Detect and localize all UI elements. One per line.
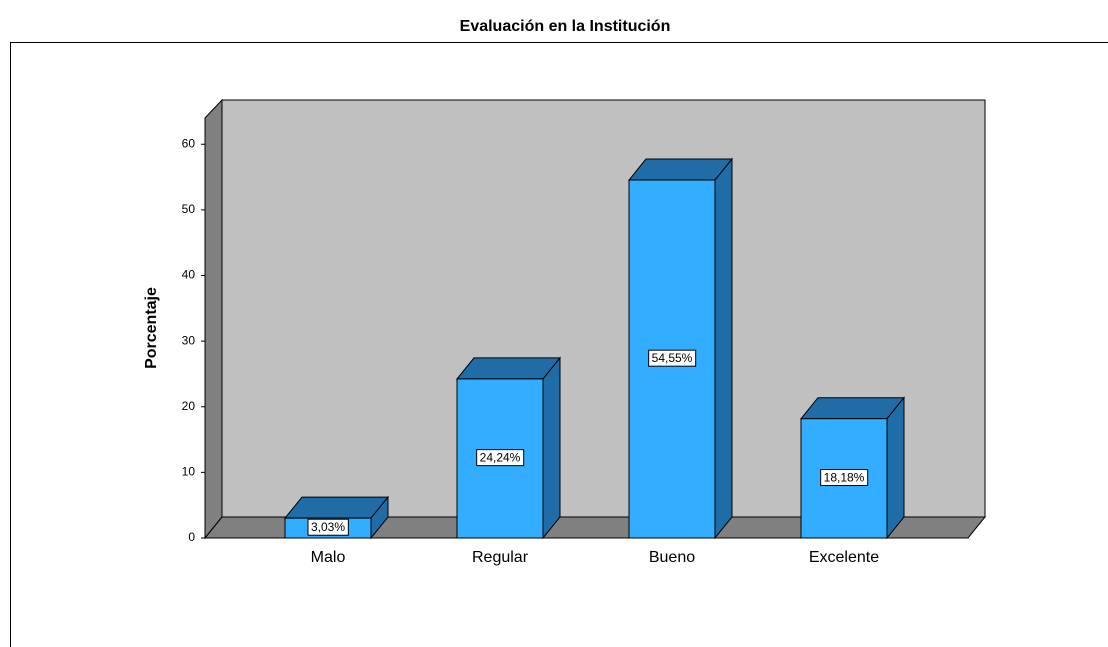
x-tick-label: Malo xyxy=(311,549,346,566)
y-tick-label: 50 xyxy=(182,202,196,216)
x-tick-label: Excelente xyxy=(809,549,879,566)
value-label: 18,18% xyxy=(824,471,865,485)
y-tick-label: 10 xyxy=(182,465,196,479)
bar-side xyxy=(886,396,905,540)
bar-top xyxy=(455,357,562,380)
bar-top xyxy=(799,397,906,420)
value-label-box xyxy=(648,349,697,367)
y-tick-label: 20 xyxy=(182,399,196,413)
bar-top xyxy=(627,158,734,181)
y-tick-label: 40 xyxy=(182,268,196,282)
bar-top xyxy=(283,496,390,519)
value-label-box xyxy=(307,518,349,536)
y-tick-label: 60 xyxy=(182,136,196,150)
chart-title: Evaluación en la Institución xyxy=(460,18,671,35)
frame xyxy=(10,42,1108,647)
bar-side xyxy=(542,356,561,540)
y-axis-label: Porcentaje xyxy=(143,287,160,369)
value-label-box xyxy=(476,449,525,467)
value-label-box xyxy=(820,469,869,487)
x-tick-label: Regular xyxy=(472,549,529,566)
bar-side xyxy=(714,157,733,540)
value-label: 3,03% xyxy=(311,520,345,534)
value-label: 24,24% xyxy=(480,451,521,465)
y-tick-label: 30 xyxy=(182,333,196,347)
y-tick-label: 0 xyxy=(188,530,195,544)
side-wall xyxy=(204,98,223,540)
value-label: 54,55% xyxy=(652,351,693,365)
x-tick-label: Bueno xyxy=(649,549,695,566)
